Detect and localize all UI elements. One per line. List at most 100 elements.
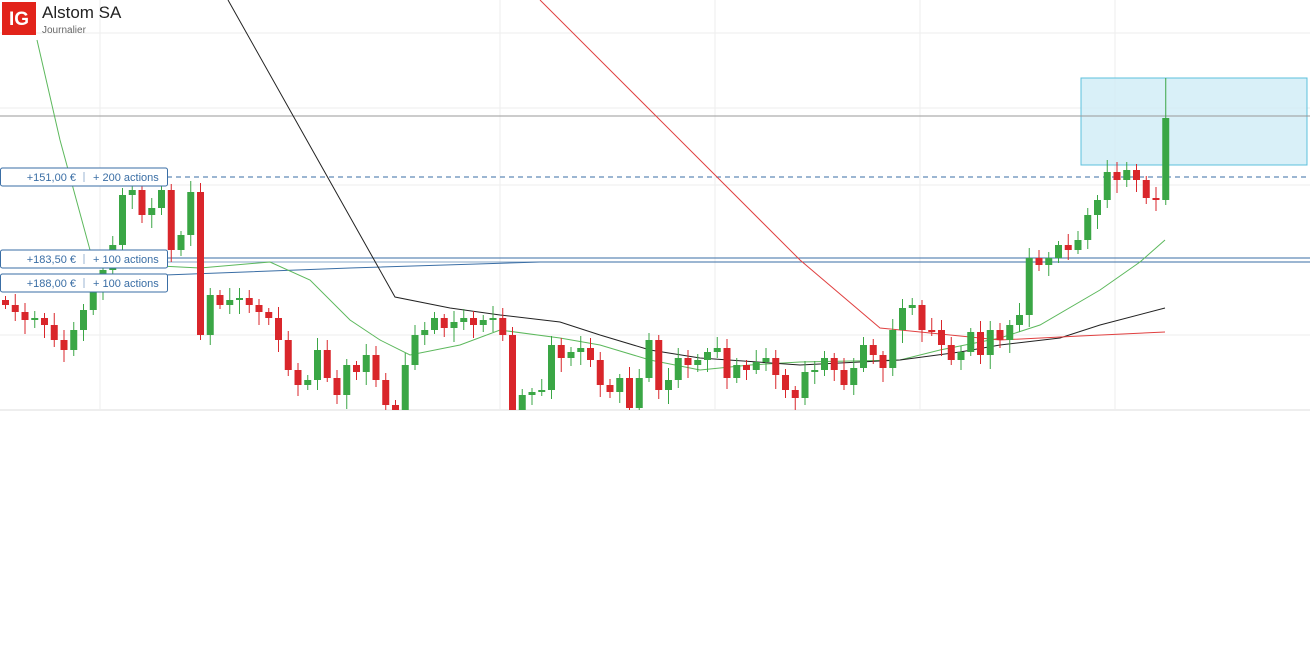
candle-body <box>967 332 975 352</box>
candle-body <box>158 190 165 208</box>
candle-body <box>1133 170 1140 180</box>
candle-body <box>401 365 409 410</box>
candle-body <box>128 190 136 195</box>
candle-body <box>557 345 565 358</box>
candle-body <box>733 365 741 378</box>
candles <box>2 78 1170 410</box>
candle-body <box>518 395 526 410</box>
candle-body <box>431 318 438 330</box>
candle-body <box>908 305 916 308</box>
candle-body <box>801 372 809 398</box>
candle-body <box>743 365 750 370</box>
candle-body <box>762 358 770 362</box>
logo-text: IG <box>9 9 29 30</box>
candle-body <box>889 330 897 368</box>
candle-body <box>1142 180 1150 198</box>
candle-body <box>1162 118 1170 200</box>
candle-body <box>1113 172 1121 180</box>
candle-body <box>411 335 419 365</box>
candle-body <box>694 360 702 365</box>
candle-body <box>343 365 351 395</box>
candle-body <box>489 318 497 320</box>
candle-body <box>616 378 624 392</box>
candle-body <box>860 345 867 368</box>
candle-body <box>538 390 546 392</box>
order-quantity: + 200 actions <box>93 172 159 184</box>
candle-body <box>1152 198 1160 200</box>
candle-body <box>811 370 819 372</box>
candle-body <box>986 330 994 355</box>
candle-body <box>206 295 214 335</box>
subtitle: Journalier <box>42 25 87 36</box>
candle-body <box>275 318 282 340</box>
candle-body <box>928 330 936 332</box>
candle-body <box>1103 172 1111 200</box>
candle-body <box>255 305 263 312</box>
candle-body <box>353 365 360 372</box>
candle-body <box>236 298 243 300</box>
candle-body <box>2 300 9 305</box>
candle-body <box>187 192 195 235</box>
candle-body <box>392 405 399 410</box>
candle-body <box>635 378 643 408</box>
candle-body <box>869 345 877 355</box>
candle-body <box>11 305 19 312</box>
candle-body <box>704 352 711 360</box>
order-labels: +151,00 € + 200 actions +183,50 € + 100 act… <box>0 167 168 293</box>
candle-body <box>265 312 273 318</box>
candle-body <box>1016 315 1023 325</box>
candle-body <box>577 348 585 352</box>
order-price: +183,50 € <box>27 254 76 266</box>
candle-body <box>918 305 926 330</box>
candle-body <box>314 350 321 380</box>
candle-body <box>294 370 302 385</box>
candle-body <box>362 355 370 372</box>
candle-body <box>947 345 955 360</box>
candle-body <box>899 308 906 330</box>
candle-body <box>1094 200 1101 215</box>
candle-body <box>645 340 653 378</box>
candle-body <box>460 318 468 322</box>
candle-body <box>840 370 848 385</box>
candle-body <box>782 375 789 390</box>
candle-body <box>226 300 234 305</box>
order-price: +151,00 € <box>27 172 76 184</box>
candle-body <box>1064 245 1072 250</box>
candle-body <box>850 368 858 385</box>
candle-body <box>684 358 692 365</box>
candle-body <box>470 318 477 325</box>
candle-body <box>879 355 887 368</box>
candle-body <box>723 348 731 378</box>
candle-body <box>60 340 68 350</box>
candle-body <box>1123 170 1131 180</box>
candle-body <box>626 378 633 408</box>
order-quantity: + 100 actions <box>93 278 159 290</box>
candle-body <box>1045 258 1053 265</box>
moving-average <box>539 0 1166 341</box>
target-zone <box>1080 77 1308 166</box>
candle-body <box>216 295 224 305</box>
candle-body <box>138 190 146 215</box>
moving-average <box>227 0 1166 366</box>
candle-body <box>1055 245 1062 258</box>
candle-body <box>528 392 536 395</box>
candle-body <box>177 235 185 250</box>
candle-body <box>245 298 253 305</box>
title: Alstom SA <box>42 3 122 22</box>
candle-body <box>479 320 487 325</box>
candle-body <box>772 358 780 375</box>
candle-body <box>1074 240 1082 250</box>
candle-body <box>567 352 575 358</box>
candle-body <box>148 208 156 215</box>
candle-body <box>665 380 672 390</box>
candle-body <box>830 358 838 370</box>
moving-average <box>164 261 1310 276</box>
candle-body <box>304 380 312 385</box>
candle-body <box>509 335 516 410</box>
candle-body <box>548 345 555 390</box>
candle-body <box>1084 215 1092 240</box>
candle-body <box>41 318 48 325</box>
candle-body <box>655 340 663 390</box>
candle-body <box>996 330 1004 340</box>
